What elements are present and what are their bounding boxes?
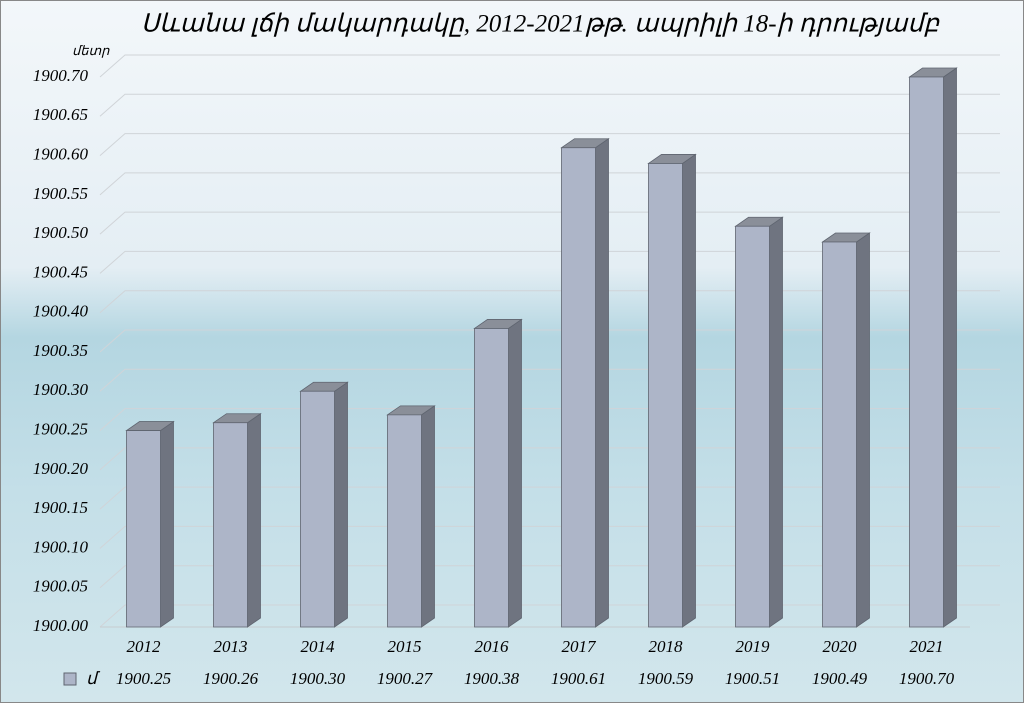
y-tick-label: 1900.50: [33, 223, 89, 242]
y-tick-label: 1900.00: [33, 616, 89, 635]
bar: [299, 381, 349, 628]
bar: [386, 405, 436, 628]
chart-title: Սևանա լճի մակարդակը, 2012-2021թթ. ապրիլի…: [141, 11, 940, 38]
bar-front: [648, 163, 683, 628]
grid-line: [99, 565, 1000, 589]
x-tick-label: 2021: [910, 637, 944, 656]
grid-line: [99, 290, 1000, 314]
grid-line: [99, 93, 1000, 117]
x-tick-label: 2015: [388, 637, 422, 656]
grid-line: [99, 211, 1000, 235]
y-tick-label: 1900.20: [33, 459, 89, 478]
bar: [908, 67, 958, 628]
bar-front: [735, 225, 770, 628]
y-tick-label: 1900.70: [33, 66, 89, 85]
bar-side: [769, 216, 783, 628]
bar-side: [595, 137, 609, 628]
bar-side: [682, 153, 696, 628]
y-tick-label: 1900.25: [33, 419, 88, 438]
bar: [821, 232, 871, 628]
bar-side: [943, 67, 957, 628]
x-tick-label: 2019: [736, 637, 771, 656]
grid-line: [99, 172, 1000, 196]
bar-front: [474, 328, 509, 628]
bar-front: [561, 147, 596, 628]
y-tick-label: 1900.10: [33, 537, 89, 556]
grid-line: [99, 250, 1000, 274]
y-tick-label: 1900.15: [33, 498, 88, 517]
bar-front: [126, 430, 161, 628]
table-value: 1900.51: [725, 669, 780, 688]
bar: [560, 137, 610, 628]
table-value: 1900.61: [551, 669, 606, 688]
table-value: 1900.30: [290, 669, 346, 688]
table-value: 1900.59: [638, 669, 694, 688]
y-tick-label: 1900.35: [33, 341, 88, 360]
bar: [647, 153, 697, 628]
x-tick-label: 2012: [127, 637, 162, 656]
grid-line: [99, 133, 1000, 156]
bar-front: [300, 390, 335, 628]
grid-line: [99, 54, 1000, 78]
bar-side: [421, 405, 435, 628]
bar-side: [856, 232, 870, 628]
table-value: 1900.38: [464, 669, 520, 688]
grid-line: [99, 329, 1000, 353]
y-tick-label: 1900.55: [33, 184, 88, 203]
y-axis-label: մետր: [72, 43, 110, 58]
grid-line: [99, 447, 1000, 471]
y-tick-label: 1900.65: [33, 105, 88, 124]
bar-side: [334, 381, 348, 628]
bar: [734, 216, 784, 628]
bar-front: [822, 241, 857, 628]
bar-side: [247, 412, 261, 628]
x-tick-label: 2017: [562, 637, 598, 656]
x-tick-label: 2014: [301, 637, 336, 656]
bar-side: [160, 420, 174, 628]
x-tick-label: 2016: [475, 637, 510, 656]
x-tick-label: 2018: [649, 637, 684, 656]
grid-line: [99, 408, 1000, 431]
grid-line: [99, 604, 1000, 628]
bar-front: [213, 422, 248, 628]
legend-swatch: [63, 672, 77, 686]
table-value: 1900.49: [812, 669, 868, 688]
grid-line: [99, 368, 1000, 392]
y-tick-label: 1900.30: [33, 380, 89, 399]
bar-side: [508, 318, 522, 628]
table-value: 1900.70: [899, 669, 955, 688]
bar: [473, 318, 523, 628]
x-tick-label: 2020: [823, 637, 858, 656]
table-value: 1900.25: [116, 669, 171, 688]
y-tick-label: 1900.60: [33, 144, 89, 163]
x-tick-label: 2013: [214, 637, 248, 656]
bar: [125, 420, 175, 628]
bar: [212, 412, 262, 628]
bar-front: [387, 414, 422, 628]
y-tick-label: 1900.05: [33, 577, 88, 596]
y-tick-label: 1900.40: [33, 302, 89, 321]
table-value: 1900.26: [203, 669, 259, 688]
grid-line: [99, 525, 1000, 549]
grid-line: [99, 486, 1000, 510]
bar-front: [909, 76, 944, 628]
y-tick-label: 1900.45: [33, 262, 88, 281]
table-value: 1900.27: [377, 669, 434, 688]
